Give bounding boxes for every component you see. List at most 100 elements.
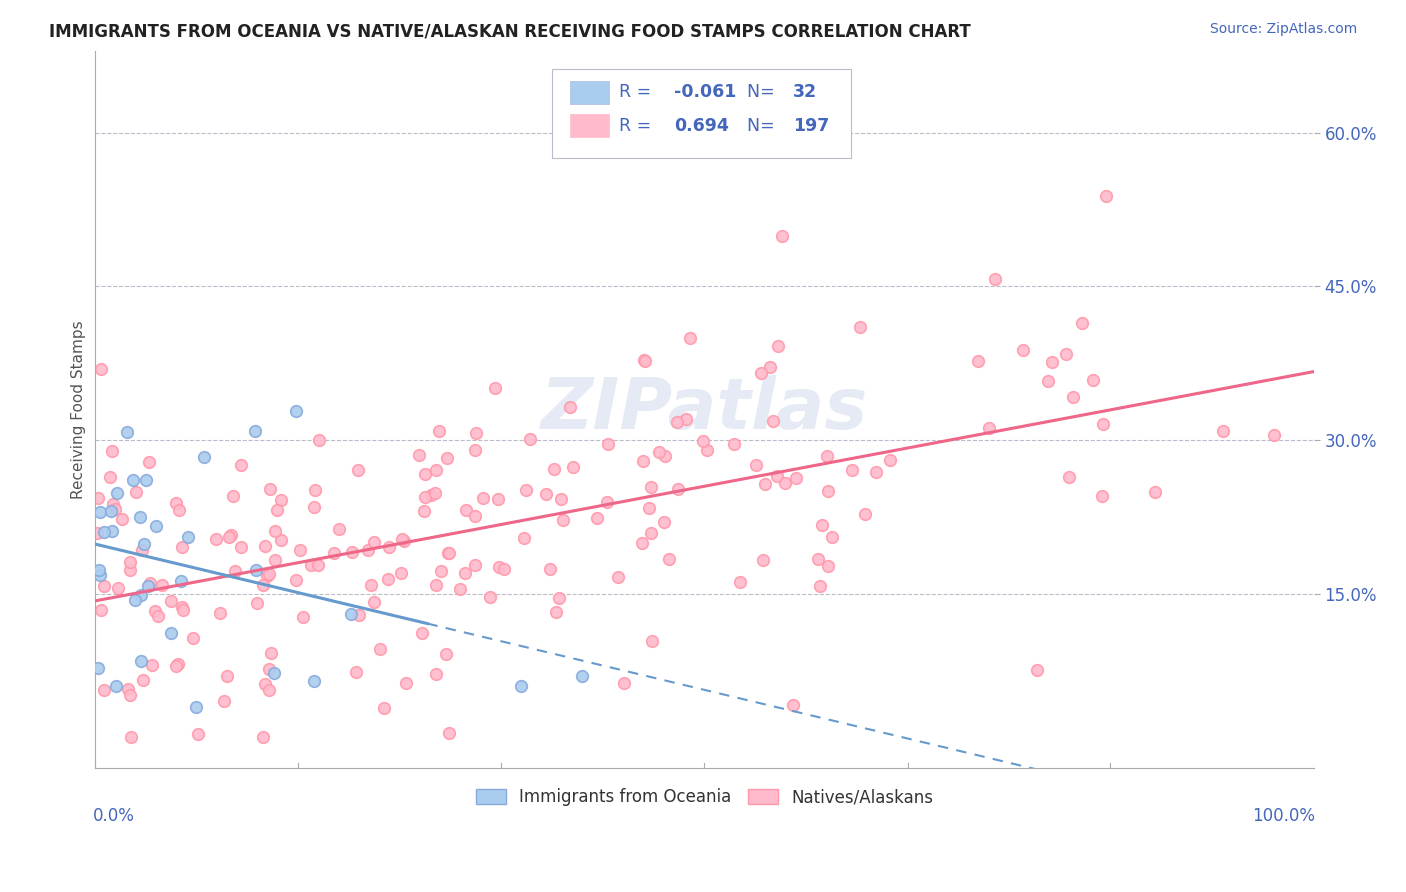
- Text: IMMIGRANTS FROM OCEANIA VS NATIVE/ALASKAN RECEIVING FOOD STAMPS CORRELATION CHAR: IMMIGRANTS FROM OCEANIA VS NATIVE/ALASKA…: [49, 22, 972, 40]
- Point: [160, 594, 183, 608]
- Point: [571, 668, 593, 682]
- Point: [224, 564, 246, 578]
- Point: [101, 524, 124, 538]
- Point: [118, 563, 141, 577]
- Point: [217, 669, 239, 683]
- Point: [266, 503, 288, 517]
- Point: [762, 414, 785, 428]
- Point: [90, 603, 112, 617]
- Point: [638, 500, 661, 515]
- Point: [648, 445, 671, 459]
- Point: [1263, 428, 1285, 442]
- Point: [488, 559, 510, 574]
- Point: [766, 469, 789, 483]
- Point: [550, 491, 572, 506]
- Point: [292, 609, 315, 624]
- Point: [815, 449, 838, 463]
- Point: [105, 486, 128, 500]
- Point: [865, 465, 887, 479]
- Point: [253, 539, 276, 553]
- Point: [413, 490, 436, 504]
- Point: [322, 546, 344, 560]
- Point: [143, 604, 166, 618]
- Point: [141, 657, 163, 672]
- Point: [411, 626, 433, 640]
- Point: [538, 562, 561, 576]
- Point: [408, 448, 430, 462]
- Point: [104, 679, 127, 693]
- Point: [124, 484, 146, 499]
- Point: [378, 541, 401, 555]
- Point: [465, 426, 488, 441]
- Point: [299, 558, 322, 573]
- Point: [596, 437, 619, 451]
- Point: [675, 411, 697, 425]
- Point: [373, 700, 395, 714]
- Point: [93, 525, 115, 540]
- Point: [849, 320, 872, 334]
- Point: [245, 424, 267, 438]
- Point: [252, 578, 274, 592]
- Point: [124, 593, 146, 607]
- Point: [167, 657, 190, 672]
- Point: [811, 518, 834, 533]
- Point: [122, 473, 145, 487]
- Point: [257, 567, 280, 582]
- Point: [977, 420, 1000, 434]
- Point: [484, 381, 506, 395]
- Point: [434, 647, 457, 661]
- Point: [728, 574, 751, 589]
- Point: [472, 491, 495, 506]
- Point: [430, 564, 453, 578]
- Point: [136, 579, 159, 593]
- Point: [543, 462, 565, 476]
- Point: [308, 434, 330, 448]
- Point: [841, 462, 863, 476]
- Text: N=: N=: [747, 83, 780, 102]
- Text: 0.694: 0.694: [673, 117, 728, 135]
- Point: [423, 486, 446, 500]
- Point: [1144, 485, 1167, 500]
- Point: [146, 608, 169, 623]
- Text: N=: N=: [747, 117, 780, 135]
- Point: [98, 470, 121, 484]
- Point: [754, 477, 776, 491]
- Point: [519, 432, 541, 446]
- Point: [89, 563, 111, 577]
- Point: [437, 546, 460, 560]
- Text: ZIPatlas: ZIPatlas: [541, 375, 868, 443]
- Point: [187, 726, 209, 740]
- Point: [139, 576, 162, 591]
- Point: [596, 494, 619, 508]
- Point: [184, 699, 207, 714]
- Point: [307, 558, 329, 573]
- FancyBboxPatch shape: [571, 114, 609, 137]
- Point: [548, 591, 571, 606]
- Point: [666, 482, 689, 496]
- Point: [93, 683, 115, 698]
- Point: [1212, 425, 1234, 439]
- Point: [808, 579, 831, 593]
- Point: [304, 483, 326, 498]
- Point: [640, 480, 662, 494]
- Point: [436, 450, 458, 465]
- Point: [773, 475, 796, 490]
- Point: [87, 661, 110, 675]
- Point: [270, 493, 292, 508]
- Point: [510, 679, 533, 693]
- Point: [252, 730, 274, 744]
- Point: [782, 698, 804, 712]
- Point: [256, 569, 278, 583]
- Point: [1071, 316, 1094, 330]
- Point: [425, 667, 447, 681]
- Point: [181, 631, 204, 645]
- Point: [696, 443, 718, 458]
- Point: [107, 581, 129, 595]
- Legend: Immigrants from Oceania, Natives/Alaskans: Immigrants from Oceania, Natives/Alaskan…: [468, 781, 939, 814]
- Point: [785, 471, 807, 485]
- Point: [93, 579, 115, 593]
- Point: [328, 522, 350, 536]
- Point: [103, 497, 125, 511]
- Point: [1036, 374, 1059, 388]
- Point: [357, 542, 380, 557]
